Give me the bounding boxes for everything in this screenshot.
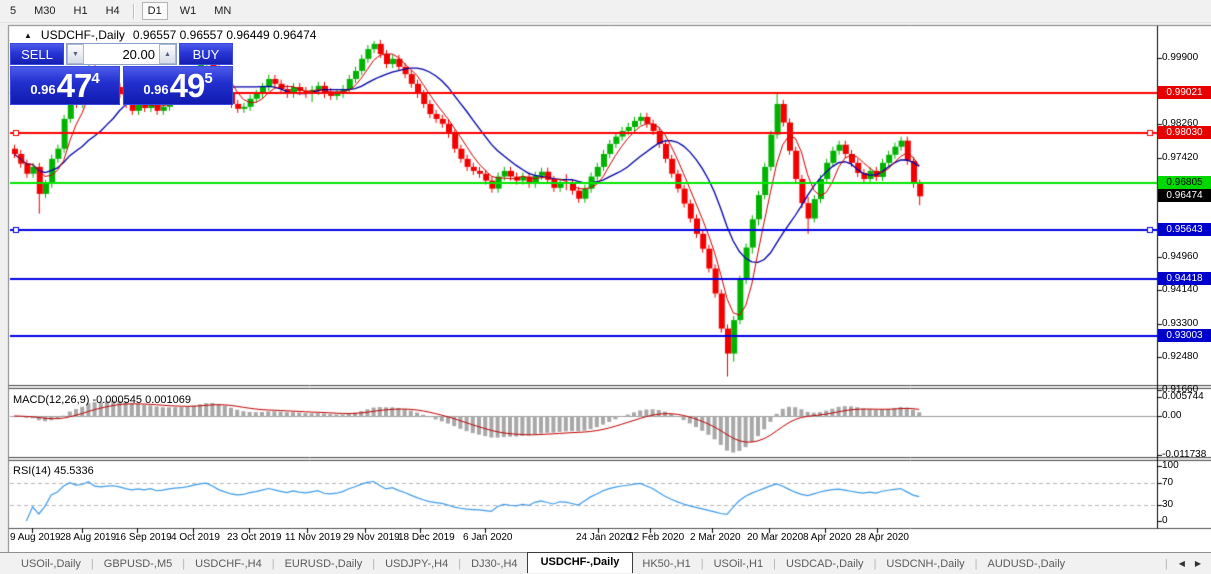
price-tick-0.94140: 0.94140	[1162, 284, 1199, 296]
price-tick-0.93300: 0.93300	[1162, 318, 1199, 330]
chart-tab-hk50-h1[interactable]: HK50-,H1	[642, 557, 691, 570]
sell-price-sup: 4	[91, 70, 100, 87]
timeframe-button-5[interactable]: 5	[10, 5, 17, 17]
chart-tab-dj30-h4[interactable]: DJ30-,H4	[471, 557, 518, 570]
rsi-label: RSI(14) 45.5336	[13, 465, 94, 477]
price-tick-0.94960: 0.94960	[1162, 251, 1199, 263]
collapse-panel-icon[interactable]: ▲	[24, 30, 32, 40]
macd-scale--0.011738: -0.011738	[1162, 448, 1207, 460]
tabs-scroll-right-icon[interactable]: ▶	[1194, 559, 1201, 568]
chart-tab-usoil-h1[interactable]: USOil-,H1	[713, 557, 764, 570]
price-badge-0.95643: 0.95643	[1158, 222, 1211, 236]
date-label-18-dec-2019: 18 Dec 2019	[398, 532, 455, 543]
tab-separator: |	[372, 557, 376, 570]
tab-separator: |	[773, 557, 776, 570]
tab-separator: |	[974, 557, 978, 570]
rsi-scale-0: 0	[1162, 515, 1168, 526]
timeframe-button-d1[interactable]: D1	[141, 2, 168, 20]
date-label-23-oct-2019: 23 Oct 2019	[227, 532, 282, 543]
tab-separator: |	[182, 557, 186, 570]
sell-price-display[interactable]: 0.96 47 4	[10, 66, 120, 105]
date-label-29-nov-2019: 29 Nov 2019	[343, 532, 400, 543]
tab-scroll-arrows: | ◀ ▶	[1164, 558, 1211, 570]
rsi-scale-70: 70	[1162, 476, 1174, 488]
buy-price-big: 49	[169, 67, 206, 104]
price-tick-0.99900: 0.99900	[1162, 52, 1199, 63]
tab-separator: |	[458, 557, 462, 570]
price-badge-0.93003: 0.93003	[1158, 329, 1211, 343]
chart-tab-usdchf-h4[interactable]: USDCHF-,H4	[195, 557, 262, 570]
price-tick-0.91660: 0.91660	[1162, 384, 1199, 396]
toolbar-separator	[132, 3, 135, 19]
chart-tabs-bar: USOil-,Daily | GBPUSD-,M5 | USDCHF-,H4 | EURUS…	[0, 551, 1211, 574]
chart-ohlc-values: 0.96557 0.96557 0.96449 0.96474	[132, 28, 317, 42]
chart-tab-usdjpy-h4[interactable]: USDJPY-,H4	[385, 557, 449, 570]
rsi-scale-100: 100	[1162, 460, 1179, 471]
tab-separator: |	[271, 557, 275, 570]
date-label-4-oct-2019: 4 Oct 2019	[171, 532, 220, 543]
date-label-28-apr-2020: 28 Apr 2020	[855, 532, 909, 543]
timeframe-button-mn[interactable]: MN	[214, 5, 232, 17]
tabs-scroll-left-icon[interactable]: ◀	[1178, 559, 1185, 568]
timeframe-toolbar: 5 M30 H1 H4 D1 W1 MN	[0, 0, 1211, 23]
chart-title: USDCHF-,Daily	[40, 28, 125, 42]
chart-tab-usdchf-daily[interactable]: USDCHF-,Daily	[526, 551, 634, 573]
tab-separator: |	[873, 557, 877, 570]
buy-button[interactable]: BUY	[179, 43, 233, 65]
volume-decrease-button[interactable]: ▼	[67, 44, 84, 64]
date-label-11-nov-2019: 11 Nov 2019	[285, 532, 341, 543]
chart-tab-usdcad-daily[interactable]: USDCAD-,Daily	[785, 557, 864, 570]
chart-tab-usdcnh-daily[interactable]: USDCNH-,Daily	[886, 557, 965, 570]
date-label-6-jan-2020: 6 Jan 2020	[463, 532, 513, 543]
timeframe-button-w1[interactable]: W1	[179, 5, 197, 17]
price-tick-0.98260: 0.98260	[1162, 118, 1199, 130]
volume-spinner: ▼ ▲	[66, 43, 177, 65]
tab-separator: |	[1164, 557, 1168, 570]
buy-price-display[interactable]: 0.96 49 5	[123, 66, 233, 105]
rsi-scale-30: 30	[1162, 498, 1174, 510]
buy-price-prefix: 0.96	[143, 82, 169, 97]
macd-label: MACD(12,26,9) -0.000545 0.001069	[13, 394, 191, 406]
price-badge-0.96474: 0.96474	[1158, 189, 1211, 203]
chart-canvas[interactable]	[0, 23, 1211, 552]
price-tick-0.97420: 0.97420	[1162, 152, 1199, 163]
chart-tab-audusd-daily[interactable]: AUDUSD-,Daily	[987, 557, 1066, 570]
timeframe-button-h4[interactable]: H4	[105, 5, 120, 17]
date-label-9-aug-2019: 9 Aug 2019	[10, 532, 61, 543]
date-label-12-feb-2020: 12 Feb 2020	[628, 532, 685, 543]
timeframe-button-h1[interactable]: H1	[73, 5, 88, 17]
tab-separator: |	[90, 557, 94, 570]
sell-price-big: 47	[56, 67, 93, 104]
price-badge-0.98030: 0.98030	[1158, 126, 1211, 140]
chart-tab-eurusd-daily[interactable]: EURUSD-,Daily	[284, 557, 363, 570]
chart-tab-gbpusd-m5[interactable]: GBPUSD-,M5	[103, 557, 173, 570]
date-label-24-jan-2020: 24 Jan 2020	[576, 532, 632, 543]
date-label-2-mar-2020: 2 Mar 2020	[690, 532, 741, 543]
price-badge-0.99021: 0.99021	[1158, 86, 1211, 100]
date-label-8-apr-2020: 8 Apr 2020	[803, 532, 852, 543]
volume-input[interactable]	[84, 44, 159, 64]
sell-price-prefix: 0.96	[30, 82, 56, 97]
date-label-16-sep-2019: 16 Sep 2019	[115, 532, 172, 543]
volume-increase-button[interactable]: ▲	[159, 44, 176, 64]
chart-title-row: ▲ USDCHF-,Daily 0.96557 0.96557 0.96449 …	[24, 28, 316, 42]
date-label-20-mar-2020: 20 Mar 2020	[747, 532, 804, 543]
macd-scale-0.00: 0.00	[1162, 410, 1182, 421]
buy-price-sup: 5	[204, 70, 213, 87]
macd-scale-0.005744: 0.005744	[1162, 390, 1204, 402]
date-label-28-aug-2019: 28 Aug 2019	[60, 532, 117, 543]
price-badge-0.94418: 0.94418	[1158, 272, 1211, 286]
price-tick-0.92480: 0.92480	[1162, 351, 1199, 363]
tab-separator: |	[700, 557, 704, 570]
timeframe-button-m30[interactable]: M30	[34, 5, 56, 17]
price-badge-0.96805: 0.96805	[1158, 175, 1211, 189]
sell-button[interactable]: SELL	[10, 43, 64, 65]
chart-tab-usoil-daily[interactable]: USOil-,Daily	[21, 557, 81, 570]
